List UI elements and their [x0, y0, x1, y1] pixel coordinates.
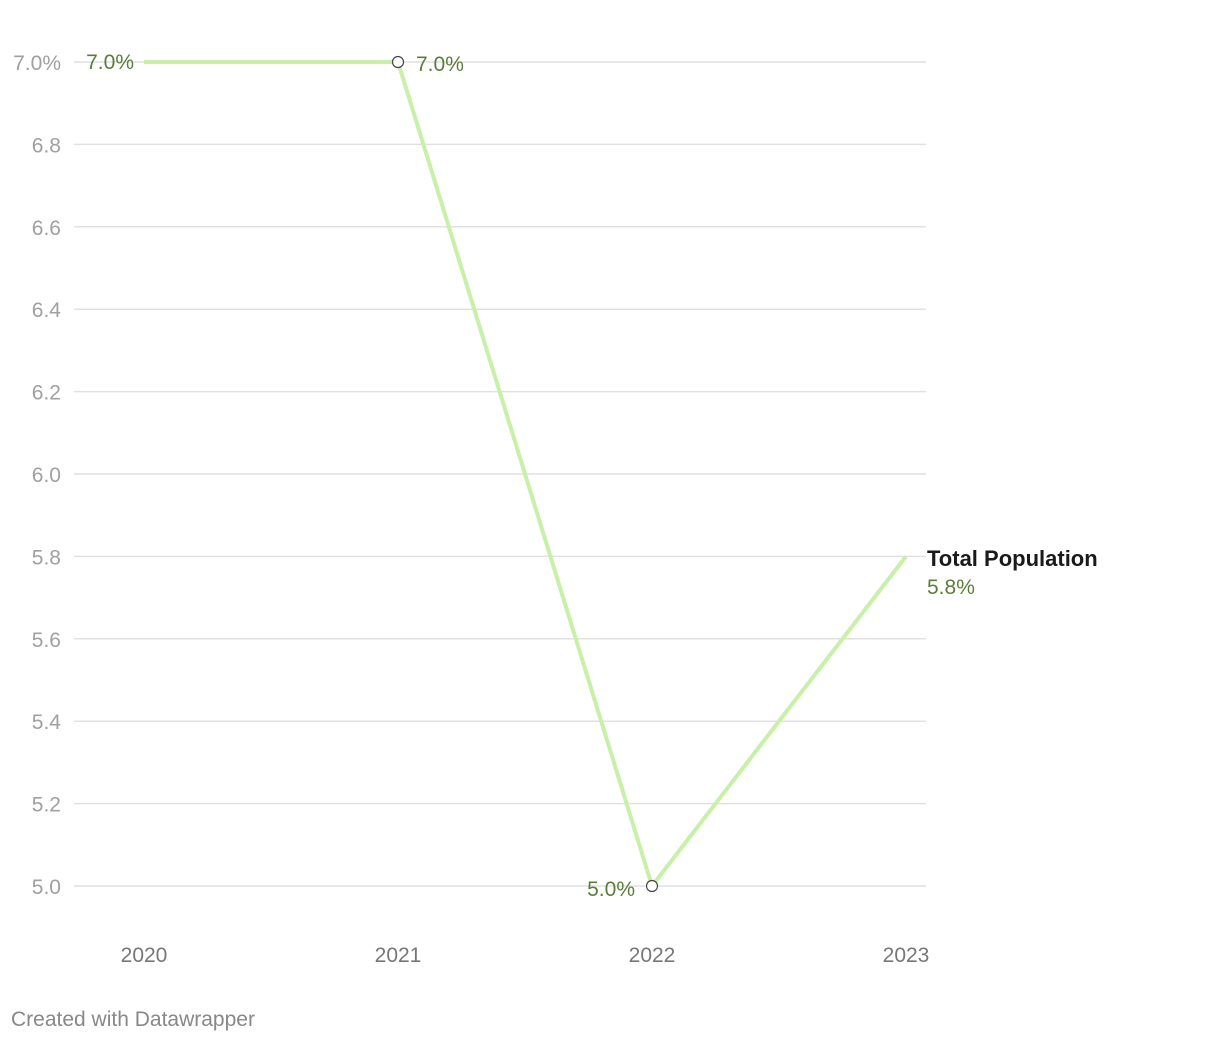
y-tick-label: 5.0 — [32, 876, 61, 899]
y-tick-label: 6.4 — [32, 299, 62, 322]
y-tick-label: 5.4 — [32, 711, 62, 734]
series-markers — [391, 55, 659, 893]
y-tick-label: 7.0% — [13, 52, 61, 75]
data-label: 5.8% — [927, 576, 975, 599]
series-lines — [144, 60, 908, 891]
series-name-label: Total Population — [927, 546, 1098, 571]
data-point-marker — [645, 879, 659, 893]
y-tick-label: 6.0 — [32, 464, 61, 487]
y-tick-label: 6.2 — [32, 382, 61, 405]
x-axis-ticks: 2020 2021 2022 2023 — [121, 944, 930, 967]
y-tick-label: 6.6 — [32, 217, 61, 240]
grid-lines — [74, 61, 926, 887]
series-line-total-population — [144, 60, 908, 891]
y-tick-label: 5.6 — [32, 629, 61, 652]
x-tick-label: 2020 — [121, 944, 168, 967]
y-axis-ticks: 5.0 5.2 5.4 5.6 5.8 6.0 6.2 6.4 6.6 6.8 7.0% — [13, 52, 61, 899]
datawrapper-credit[interactable]: Created with Datawrapper — [11, 1008, 255, 1031]
data-label: 7.0% — [86, 51, 134, 74]
data-labels: 7.0% 7.0% 5.0% 5.8% Total Population — [86, 51, 1098, 901]
y-tick-label: 5.8 — [32, 546, 61, 569]
y-tick-label: 5.2 — [32, 794, 61, 817]
x-tick-label: 2023 — [883, 944, 930, 967]
x-tick-label: 2021 — [375, 944, 422, 967]
y-tick-label: 6.8 — [32, 134, 61, 157]
x-tick-label: 2022 — [629, 944, 676, 967]
data-point-marker — [391, 55, 405, 69]
data-label: 5.0% — [587, 878, 635, 901]
data-label: 7.0% — [416, 53, 464, 76]
